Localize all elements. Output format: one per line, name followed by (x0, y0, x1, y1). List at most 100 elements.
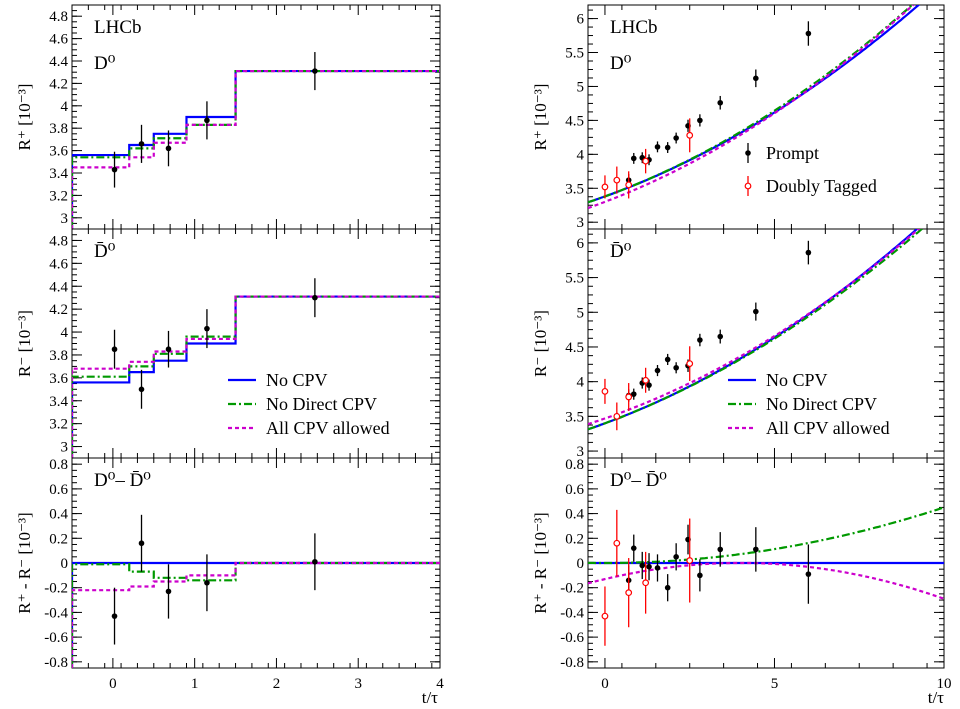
curve-nodirect (588, 506, 944, 565)
prompt-point (630, 391, 637, 397)
prompt-point (753, 546, 759, 553)
x-tick-label: 3 (354, 676, 362, 692)
y-tick-label: 0 (61, 556, 69, 572)
x-tick-label: 5 (771, 676, 779, 692)
legend-label-nocpv: No CPV (266, 370, 328, 390)
prompt-point (646, 382, 652, 388)
prompt-point (639, 562, 646, 569)
series-line-allcpv (72, 561, 440, 668)
doubly-point (601, 612, 609, 620)
doubly-point (625, 181, 633, 189)
y-tick-label: 0.4 (49, 507, 68, 523)
y-tick-label: 3.8 (49, 121, 68, 137)
data-point (138, 141, 145, 147)
y-tick-label: 4 (61, 325, 69, 341)
panel-left-top: 3 3.2 3.4 3.6 3.8 4 4.2 4.4 4.6 4.8 R⁺ [10⁻³] LHCb D… (15, 4, 441, 230)
y-tick-label: 3.6 (49, 371, 68, 387)
doubly-point (642, 579, 650, 587)
y-tick-label: 4.6 (49, 32, 68, 48)
panel-right-mid: 3 3.5 4 4.5 5 5.5 6 R⁻ [10⁻³] D̄⁰ (531, 228, 945, 460)
prompt-point (654, 565, 661, 571)
plot-area (588, 229, 924, 431)
prompt-point (753, 75, 759, 82)
data-point (312, 558, 318, 565)
doubly-point (686, 131, 694, 139)
data-point (111, 346, 118, 353)
y-tick-label: 3.6 (49, 144, 68, 160)
y-tick-label: 4.6 (49, 256, 68, 272)
data-point (165, 588, 172, 595)
doubly-point (642, 157, 650, 165)
y-tick-label: -0.4 (560, 605, 584, 621)
y-tick-label: -0.6 (560, 630, 584, 646)
panel-label: D̄⁰ (94, 241, 116, 262)
y-tick-label: 5.5 (565, 271, 584, 287)
y-tick-label: 5 (577, 79, 585, 95)
y-tick-label: -0.8 (560, 655, 584, 671)
y-tick-label: 3 (577, 444, 585, 460)
y-axis-title: R⁺ [10⁻³] (531, 84, 550, 151)
legend-data: Prompt Doubly Tagged (744, 143, 877, 196)
prompt-point (717, 333, 724, 340)
y-tick-label: 0.8 (49, 457, 68, 473)
curve-allcpv (588, 229, 921, 426)
data-point (111, 166, 118, 173)
y-tick-label: 0.8 (565, 457, 584, 473)
y-tick-label: 4 (577, 147, 585, 163)
y-axis-title: R⁻ [10⁻³] (15, 310, 34, 377)
y-tick-label: -0.8 (44, 655, 68, 671)
panel-label: D⁰– D̄⁰ (94, 470, 151, 491)
plot-area (72, 52, 440, 229)
series-line-allcpv (72, 295, 440, 458)
y-tick-label: 6 (577, 236, 585, 252)
curve-allcpv (588, 5, 915, 210)
plot-area (588, 5, 921, 210)
panel-label: LHCb (94, 17, 142, 38)
series-line-nodirect (72, 295, 440, 458)
x-axis-title-left: t/τ (422, 688, 438, 707)
curve-nocpv (588, 5, 921, 204)
doubly-point (686, 360, 694, 368)
data-point (204, 325, 210, 332)
y-tick-label: 0.2 (565, 531, 584, 547)
y-tick-label: 5.5 (565, 46, 584, 62)
legend-marker-doubly (744, 182, 752, 190)
y-tick-label: -0.4 (44, 605, 68, 621)
data-point (138, 540, 145, 547)
doubly-point (613, 176, 621, 184)
prompt-point (805, 571, 812, 577)
y-tick-label: 4.5 (565, 113, 584, 129)
doubly-point (601, 387, 609, 395)
y-tick-label: 4.8 (49, 233, 68, 249)
data-point (312, 294, 318, 301)
prompt-point (753, 308, 759, 315)
y-axis-title: R⁻ [10⁻³] (531, 310, 550, 377)
data-point (204, 579, 210, 586)
prompt-point (697, 117, 703, 124)
y-tick-label: 0 (577, 556, 585, 572)
series-line-nodirect (72, 69, 440, 229)
legend-marker-prompt (745, 150, 751, 156)
y-tick-label: 0.4 (565, 507, 584, 523)
prompt-point (697, 572, 703, 579)
panel-left-bot: -0.8 -0.6 -0.4 -0.2 0 0.2 0.4 0.6 0.8 0 1 2 3 4 R⁺ - R… (15, 457, 444, 692)
panel-label: LHCb (610, 17, 658, 38)
legend-label-allcpv: All CPV allowed (266, 418, 390, 438)
y-tick-label: 4.8 (49, 9, 68, 25)
curve-allcpv (588, 561, 944, 600)
curve-nodirect (588, 5, 914, 204)
prompt-point (654, 144, 661, 150)
plot-area (72, 514, 440, 668)
doubly-point (625, 393, 633, 401)
prompt-point (805, 249, 812, 256)
y-axis-title: R⁺ [10⁻³] (15, 84, 34, 151)
y-tick-label: 4.2 (49, 302, 68, 318)
panel-right-bot: -0.8 -0.6 -0.4 -0.2 0 0.2 0.4 0.6 0.8 0 5 10 R⁺ - R⁻… (531, 457, 952, 692)
y-tick-label: 3.8 (49, 348, 68, 364)
y-tick-label: 3 (61, 440, 69, 456)
doubly-point (613, 539, 621, 547)
doubly-point (642, 376, 650, 384)
panel-label: D⁰ (94, 53, 116, 74)
legend-label-doubly: Doubly Tagged (766, 176, 877, 196)
